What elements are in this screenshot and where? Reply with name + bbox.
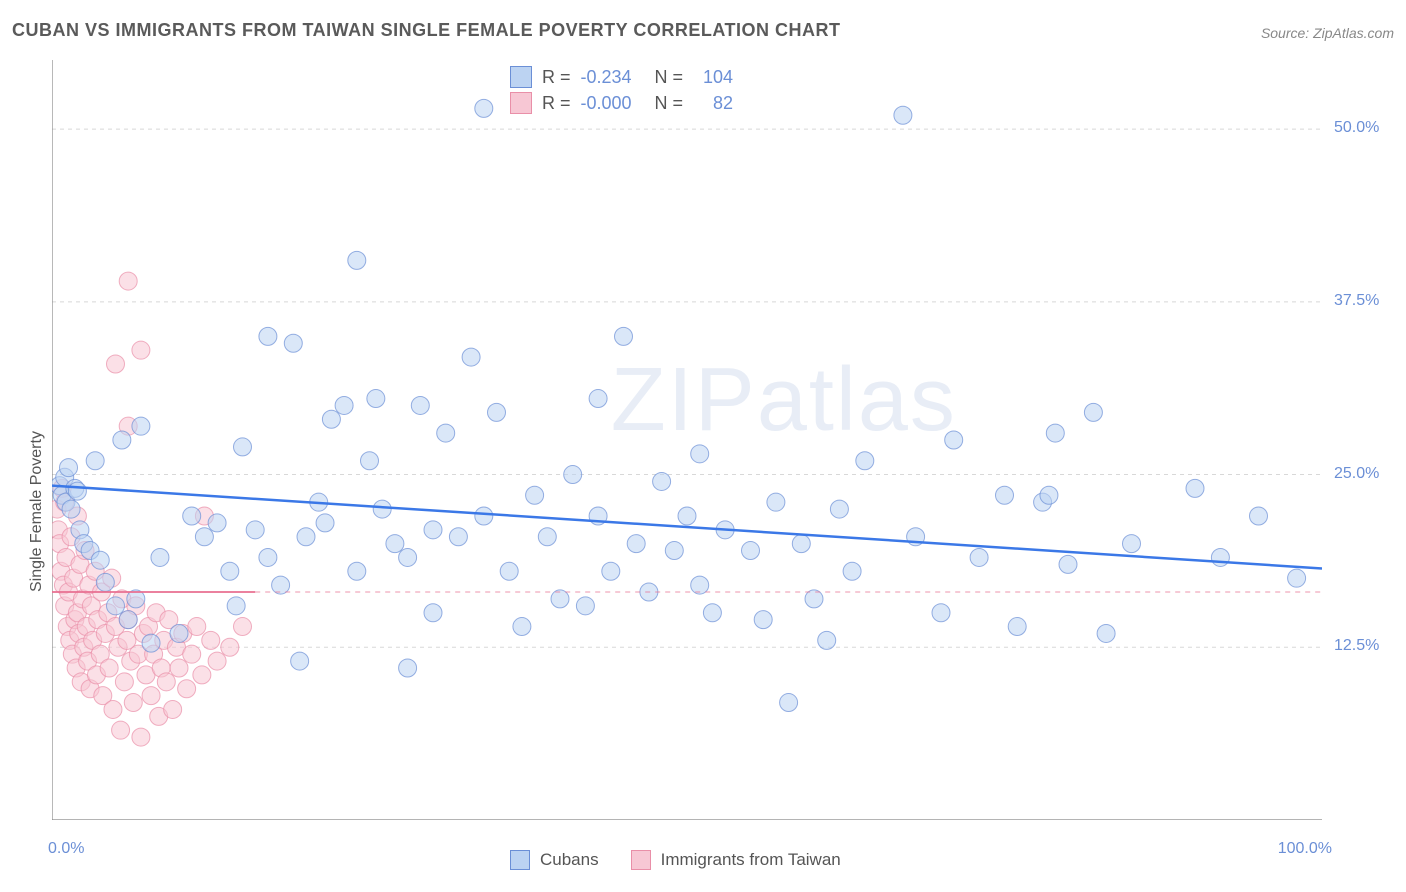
legend-r-value: -0.234 — [581, 67, 645, 88]
y-tick-label: 12.5% — [1334, 637, 1379, 655]
legend-r-label: R = — [542, 67, 571, 88]
chart-title: CUBAN VS IMMIGRANTS FROM TAIWAN SINGLE F… — [12, 20, 841, 41]
legend-n-label: N = — [655, 93, 684, 114]
chart-header: CUBAN VS IMMIGRANTS FROM TAIWAN SINGLE F… — [12, 20, 1394, 41]
legend-row: R = -0.234 N = 104 — [510, 66, 733, 88]
plot-area: ZIPatlas — [52, 60, 1322, 820]
legend-r-value: -0.000 — [581, 93, 645, 114]
y-tick-label: 37.5% — [1334, 292, 1379, 310]
legend-n-label: N = — [655, 67, 684, 88]
y-tick-label: 50.0% — [1334, 119, 1379, 137]
x-tick-label: 0.0% — [48, 840, 84, 858]
x-tick-label: 100.0% — [1262, 840, 1332, 858]
legend-swatch — [510, 66, 532, 88]
chart-source: Source: ZipAtlas.com — [1261, 25, 1394, 41]
legend-row: R = -0.000 N = 82 — [510, 92, 733, 114]
legend-series-name: Immigrants from Taiwan — [661, 850, 841, 870]
legend-swatch — [510, 92, 532, 114]
y-axis-title: Single Female Poverty — [28, 431, 46, 592]
y-tick-label: 25.0% — [1334, 465, 1379, 483]
legend-n-value: 104 — [693, 67, 733, 88]
legend-series-name: Cubans — [540, 850, 599, 870]
legend-swatch — [510, 850, 530, 870]
series-legend: Cubans Immigrants from Taiwan — [510, 850, 863, 870]
legend-n-value: 82 — [693, 93, 733, 114]
trend-layer — [52, 60, 1322, 820]
correlation-legend: R = -0.234 N = 104 R = -0.000 N = 82 — [510, 64, 733, 116]
legend-r-label: R = — [542, 93, 571, 114]
legend-swatch — [631, 850, 651, 870]
